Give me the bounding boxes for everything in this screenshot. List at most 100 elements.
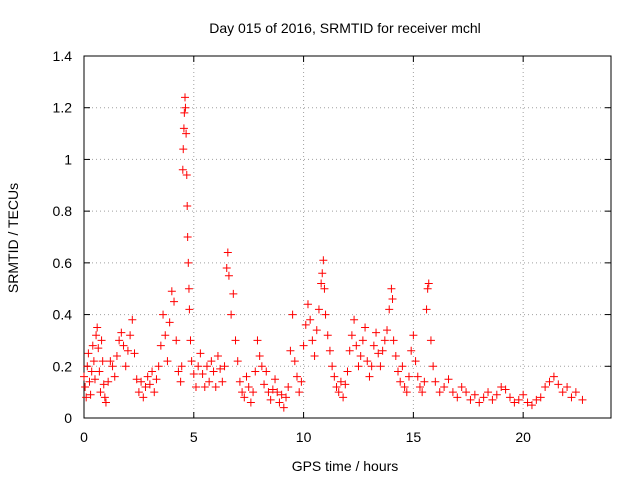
data-point bbox=[101, 398, 110, 407]
data-point bbox=[514, 395, 523, 404]
data-point bbox=[297, 377, 306, 386]
data-point bbox=[488, 395, 497, 404]
data-point bbox=[554, 380, 563, 389]
data-point bbox=[519, 390, 528, 399]
data-point bbox=[185, 305, 194, 314]
data-point bbox=[83, 362, 92, 371]
data-point bbox=[320, 284, 329, 293]
data-point bbox=[95, 367, 104, 376]
data-point bbox=[100, 393, 109, 402]
data-point bbox=[132, 375, 141, 384]
data-point bbox=[207, 357, 216, 366]
data-point bbox=[402, 388, 411, 397]
data-point bbox=[334, 388, 343, 397]
data-point bbox=[321, 310, 330, 319]
data-point bbox=[475, 398, 484, 407]
data-point bbox=[479, 393, 488, 402]
data-point bbox=[497, 382, 506, 391]
data-point bbox=[179, 124, 188, 133]
data-point bbox=[301, 320, 310, 329]
data-point bbox=[223, 248, 232, 257]
data-point bbox=[227, 310, 236, 319]
data-point bbox=[389, 336, 398, 345]
data-point bbox=[314, 305, 323, 314]
x-tick-label: 15 bbox=[406, 429, 422, 445]
data-point bbox=[343, 367, 352, 376]
data-point bbox=[89, 357, 98, 366]
data-point bbox=[571, 388, 580, 397]
data-point bbox=[363, 357, 372, 366]
data-point bbox=[220, 362, 229, 371]
data-point bbox=[97, 336, 106, 345]
data-point bbox=[84, 349, 93, 358]
data-point bbox=[253, 336, 262, 345]
data-point bbox=[275, 398, 284, 407]
data-point bbox=[527, 401, 536, 410]
data-point bbox=[376, 362, 385, 371]
data-point bbox=[352, 341, 361, 350]
data-point bbox=[457, 382, 466, 391]
data-point bbox=[141, 382, 150, 391]
data-point bbox=[470, 390, 479, 399]
data-point bbox=[462, 388, 471, 397]
data-point bbox=[163, 357, 172, 366]
data-point bbox=[181, 93, 190, 102]
data-point bbox=[167, 287, 176, 296]
data-point bbox=[145, 380, 154, 389]
data-point bbox=[240, 393, 249, 402]
data-point bbox=[260, 380, 269, 389]
data-point bbox=[407, 346, 416, 355]
data-point bbox=[345, 346, 354, 355]
data-point bbox=[332, 382, 341, 391]
data-point bbox=[536, 393, 545, 402]
data-point bbox=[374, 349, 383, 358]
data-point bbox=[235, 377, 244, 386]
data-point bbox=[420, 377, 429, 386]
data-point bbox=[435, 388, 444, 397]
data-point bbox=[115, 336, 124, 345]
data-point bbox=[180, 108, 189, 117]
data-point bbox=[186, 336, 195, 345]
data-point bbox=[484, 388, 493, 397]
data-point bbox=[110, 372, 119, 381]
data-point bbox=[126, 331, 135, 340]
data-point bbox=[339, 393, 348, 402]
data-point bbox=[156, 341, 165, 350]
data-point bbox=[372, 328, 381, 337]
data-point bbox=[312, 326, 321, 335]
data-point bbox=[182, 170, 191, 179]
data-point bbox=[108, 362, 117, 371]
data-point bbox=[358, 336, 367, 345]
data-point bbox=[106, 357, 115, 366]
data-point bbox=[159, 310, 168, 319]
data-point bbox=[413, 372, 422, 381]
data-point bbox=[154, 362, 163, 371]
data-point bbox=[161, 331, 170, 340]
data-point bbox=[277, 390, 286, 399]
data-point bbox=[325, 346, 334, 355]
data-point bbox=[350, 315, 359, 324]
data-point bbox=[284, 382, 293, 391]
data-point bbox=[87, 367, 96, 376]
data-point bbox=[104, 377, 113, 386]
data-point bbox=[224, 271, 233, 280]
data-point bbox=[424, 279, 433, 288]
data-point bbox=[317, 279, 326, 288]
y-axis-label: SRMTID / TECUs bbox=[5, 183, 21, 293]
data-point bbox=[330, 372, 339, 381]
data-point bbox=[178, 165, 187, 174]
data-point bbox=[396, 377, 405, 386]
data-point bbox=[98, 357, 107, 366]
x-tick-label: 10 bbox=[296, 429, 312, 445]
data-point bbox=[187, 357, 196, 366]
tick-layer: 0 5 10 15 20 0 0.2 0.4 0.6 0.8 1 1.2 1.4 bbox=[53, 48, 611, 445]
data-point bbox=[205, 377, 214, 386]
data-point bbox=[94, 344, 103, 353]
data-point bbox=[545, 377, 554, 386]
data-point bbox=[423, 284, 432, 293]
data-point bbox=[229, 289, 238, 298]
data-point bbox=[578, 395, 587, 404]
data-point bbox=[130, 349, 139, 358]
data-point bbox=[429, 362, 438, 371]
data-point bbox=[200, 382, 209, 391]
